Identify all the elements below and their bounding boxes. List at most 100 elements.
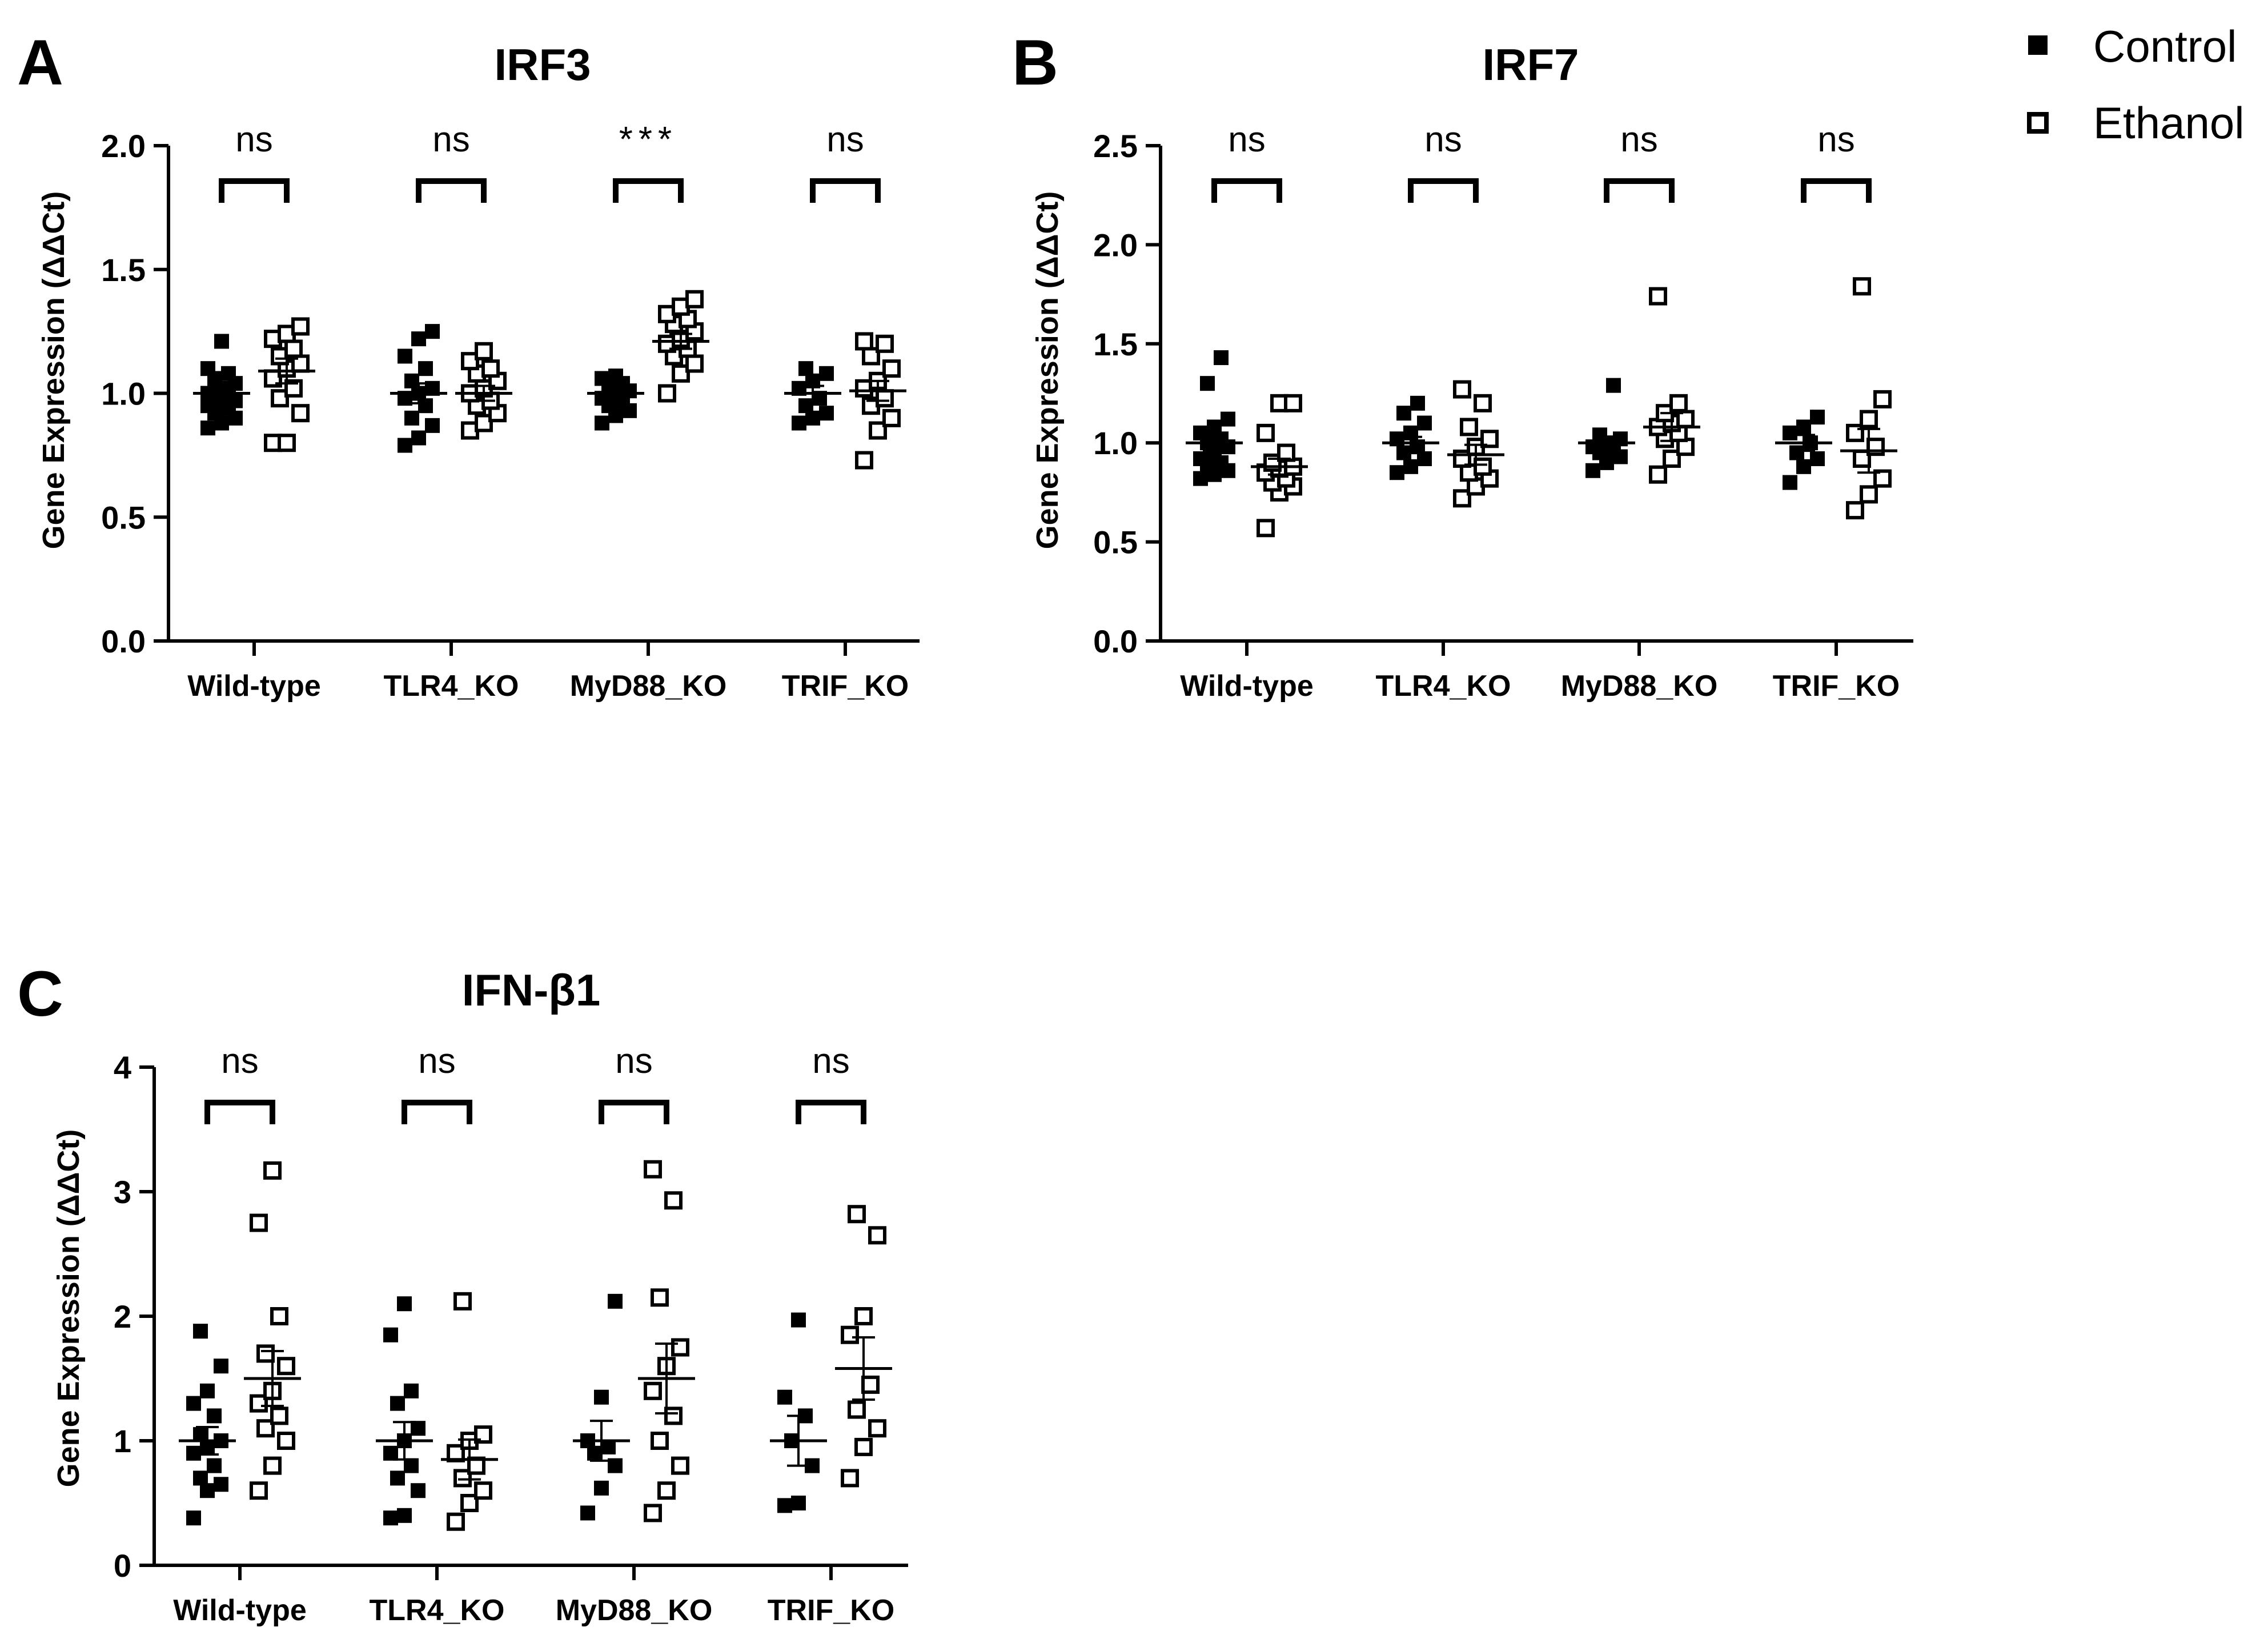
control-point	[200, 420, 215, 436]
ethanol-point	[277, 1357, 295, 1376]
y-tick-label: 0	[114, 1548, 131, 1584]
ethanol-point	[1284, 394, 1302, 412]
control-point	[792, 415, 806, 431]
control-point	[595, 371, 609, 386]
ethanol-point	[263, 1456, 282, 1475]
ethanol-point	[475, 414, 493, 432]
significance-label: ns	[1424, 120, 1462, 159]
x-tick-label: TRIF_KO	[768, 1594, 894, 1627]
significance-bracket	[416, 178, 487, 203]
ethanol-point	[1649, 287, 1667, 306]
significance-bracket	[796, 1100, 866, 1124]
ethanol-point	[841, 1469, 859, 1488]
significance-label: ns	[221, 1041, 258, 1081]
control-point	[1410, 395, 1425, 411]
ethanol-point	[1460, 418, 1478, 436]
control-point	[411, 331, 426, 347]
y-tick-label: 0.0	[1093, 623, 1138, 659]
ethanol-point	[481, 359, 500, 378]
control-point	[186, 1396, 201, 1411]
control-point	[1783, 425, 1797, 440]
control-point	[214, 1359, 228, 1374]
control-point	[1396, 406, 1411, 421]
panel-letter: C	[17, 958, 63, 1029]
ethanol-point	[855, 451, 873, 470]
control-point	[1796, 419, 1811, 435]
significance-label: ns	[1620, 120, 1657, 159]
ethanol-point	[1474, 394, 1492, 412]
significance-label: ***	[619, 120, 677, 159]
significance-label: ns	[826, 120, 864, 159]
significance-label: ns	[235, 120, 272, 159]
panel-b: B IRF7 Gene Expression (ΔΔCt) 0.0 0.5 1.0 1…	[1012, 27, 1913, 703]
ethanol-point	[868, 1419, 886, 1438]
chart-title: IRF3	[494, 39, 591, 90]
legend-ethanol-marker	[2027, 112, 2049, 134]
x-tick-label: TRIF_KO	[1773, 670, 1900, 703]
control-point	[186, 1445, 201, 1461]
ethanol-point	[664, 1406, 683, 1425]
ethanol-point	[644, 1381, 662, 1400]
control-point	[390, 1396, 405, 1411]
legend-label-ethanol: Ethanol	[2093, 98, 2245, 148]
control-point	[1810, 451, 1825, 466]
y-tick-label: 1.0	[101, 376, 146, 412]
ethanol-point	[651, 1432, 669, 1450]
ethanol-point	[474, 1481, 492, 1500]
x-tick-label: Wild-type	[1180, 670, 1314, 703]
ethanol-point	[876, 334, 894, 353]
control-point	[595, 415, 609, 431]
x-tick-label: TRIF_KO	[782, 670, 909, 703]
control-point	[404, 1383, 419, 1398]
ethanol-point	[475, 342, 493, 360]
panel-a: A IRF3 Gene Expression (ΔΔCt) 0.0 0.5 1.0 1…	[17, 27, 920, 703]
control-point	[214, 334, 229, 349]
ethanol-point	[671, 1338, 689, 1357]
control-point	[1193, 451, 1208, 466]
ethanol-point	[671, 1456, 689, 1475]
control-point	[383, 1445, 398, 1461]
control-point	[214, 1477, 228, 1492]
ethanol-point	[848, 1205, 866, 1224]
y-tick-label: 1.5	[101, 252, 146, 288]
ethanol-point	[1860, 410, 1878, 428]
significance-bracket	[1604, 178, 1675, 203]
ethanol-point	[284, 339, 303, 358]
control-point	[1606, 378, 1621, 393]
ethanol-point	[250, 1481, 268, 1500]
control-point	[207, 1408, 222, 1424]
control-point	[1403, 459, 1418, 474]
significance-bracket	[1801, 178, 1872, 203]
ethanol-point	[644, 1160, 662, 1179]
ethanol-point	[447, 1512, 465, 1531]
significance-bracket	[402, 1100, 472, 1124]
control-point	[200, 361, 215, 376]
control-point	[398, 438, 412, 453]
control-point	[207, 1458, 222, 1473]
control-point	[819, 366, 834, 381]
significance-label: ns	[1817, 120, 1854, 159]
panel-letter: A	[17, 27, 63, 98]
control-point	[1221, 411, 1235, 427]
y-tick-label: 2	[114, 1299, 131, 1335]
control-point	[1810, 410, 1825, 425]
ethanol-point	[1257, 423, 1275, 442]
legend-control-marker	[2028, 35, 2048, 55]
y-tick-label: 2.0	[101, 128, 146, 164]
y-axis-label: Gene Expression (ΔΔCt)	[51, 1129, 86, 1488]
ethanol-point	[256, 1344, 275, 1363]
x-tick-label: MyD88_KO	[556, 1594, 713, 1627]
control-point	[791, 1312, 806, 1328]
y-tick-label: 1	[114, 1423, 131, 1459]
ethanol-point	[277, 1432, 295, 1450]
ethanol-point	[657, 1481, 676, 1500]
significance-label: ns	[615, 1041, 652, 1081]
significance-bracket	[1408, 178, 1479, 203]
ethanol-point	[1860, 485, 1878, 504]
ethanol-point	[882, 408, 901, 427]
chart-title: IRF7	[1482, 39, 1579, 90]
control-point	[580, 1505, 595, 1521]
control-point	[1796, 459, 1811, 474]
control-point	[1592, 427, 1607, 443]
